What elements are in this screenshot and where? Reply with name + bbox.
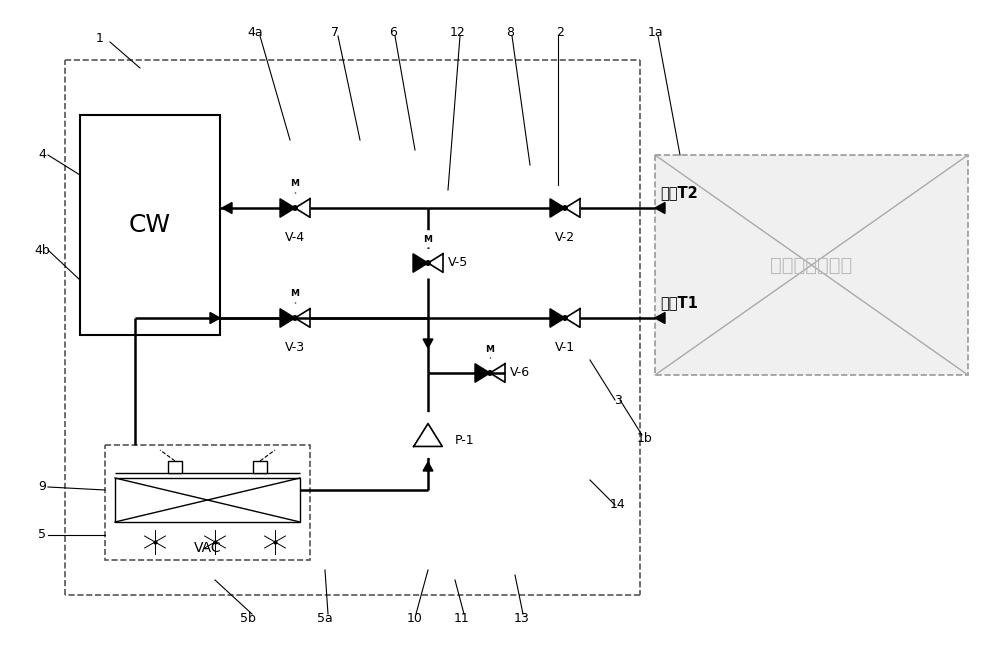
Polygon shape — [210, 312, 220, 323]
Polygon shape — [655, 203, 665, 213]
Polygon shape — [475, 363, 490, 382]
Text: 5a: 5a — [317, 611, 333, 625]
Text: 1: 1 — [96, 31, 104, 45]
Text: 1b: 1b — [637, 432, 653, 445]
Text: 14: 14 — [610, 499, 626, 512]
Polygon shape — [655, 312, 665, 323]
Circle shape — [426, 260, 430, 265]
Text: 8: 8 — [506, 26, 514, 39]
Polygon shape — [414, 424, 442, 447]
Polygon shape — [550, 199, 565, 217]
Text: CW: CW — [129, 213, 171, 237]
Circle shape — [406, 413, 450, 457]
Text: 12: 12 — [450, 26, 466, 39]
Polygon shape — [222, 203, 232, 213]
Text: 回水T2: 回水T2 — [660, 185, 698, 200]
Circle shape — [488, 371, 492, 375]
Polygon shape — [280, 309, 295, 327]
Text: M: M — [424, 234, 432, 243]
Text: 2: 2 — [556, 26, 564, 39]
Text: V-2: V-2 — [555, 231, 575, 244]
Text: VAC: VAC — [194, 541, 221, 555]
Text: 4: 4 — [38, 148, 46, 161]
Polygon shape — [280, 199, 295, 217]
Text: 4a: 4a — [247, 26, 263, 39]
Text: 7: 7 — [331, 26, 339, 39]
Circle shape — [563, 206, 567, 211]
Circle shape — [287, 286, 303, 302]
Polygon shape — [550, 309, 565, 327]
Circle shape — [563, 316, 567, 320]
Bar — [655, 155, 968, 375]
Bar — [115, 478, 300, 522]
Text: V-4: V-4 — [285, 231, 305, 244]
Text: V-3: V-3 — [285, 341, 305, 354]
Text: 1a: 1a — [647, 26, 663, 39]
Text: 4b: 4b — [34, 243, 50, 256]
Text: 13: 13 — [514, 611, 530, 625]
Polygon shape — [413, 254, 428, 272]
Text: P-1: P-1 — [455, 434, 475, 447]
Text: 3: 3 — [614, 394, 622, 407]
Bar — [80, 115, 220, 335]
Text: 11: 11 — [454, 611, 470, 625]
Text: M: M — [486, 344, 494, 354]
Polygon shape — [423, 239, 433, 248]
Text: M: M — [290, 289, 300, 298]
Text: 水冷储能电池组: 水冷储能电池组 — [770, 255, 853, 274]
Text: V-1: V-1 — [555, 341, 575, 354]
Text: 供水T1: 供水T1 — [660, 295, 698, 310]
Polygon shape — [423, 339, 433, 348]
Bar — [168, 461, 182, 473]
Text: M: M — [290, 180, 300, 188]
Circle shape — [293, 206, 297, 211]
Text: 5: 5 — [38, 529, 46, 541]
Text: 5b: 5b — [240, 611, 256, 625]
Text: 6: 6 — [389, 26, 397, 39]
Circle shape — [482, 341, 498, 357]
Circle shape — [420, 231, 436, 247]
Polygon shape — [423, 462, 433, 471]
Text: V-5: V-5 — [448, 256, 468, 270]
Circle shape — [293, 316, 297, 320]
Text: 9: 9 — [38, 480, 46, 493]
Bar — [105, 445, 310, 560]
Text: 10: 10 — [407, 611, 423, 625]
Circle shape — [287, 176, 303, 192]
Text: V-6: V-6 — [510, 367, 530, 380]
Bar — [253, 461, 267, 473]
